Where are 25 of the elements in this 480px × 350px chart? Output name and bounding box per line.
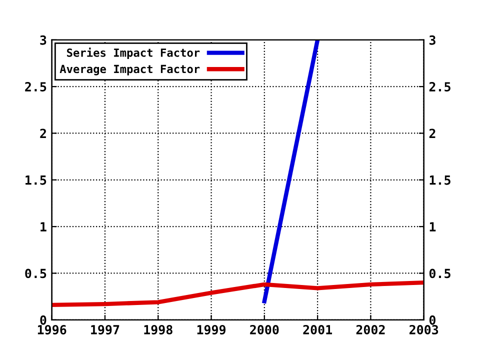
x-tick-label: 2001 bbox=[303, 324, 332, 334]
x-tick-label: 2003 bbox=[409, 324, 438, 334]
y-tick-label: 1 bbox=[40, 222, 46, 232]
y2-tick-label: 3 bbox=[429, 35, 436, 45]
line-series bbox=[52, 280, 424, 308]
x-tick-label: 1997 bbox=[91, 325, 120, 334]
y-tick-label: 0 bbox=[40, 315, 46, 325]
x-tick-label: 2002 bbox=[356, 324, 385, 334]
y-tick-label: 0.5 bbox=[25, 268, 46, 278]
y2-tick-label: 0.5 bbox=[429, 268, 450, 278]
x-tick-label: 1999 bbox=[197, 325, 226, 334]
legend-label: Average Impact Factor bbox=[60, 64, 200, 76]
y2-tick-label: 2 bbox=[429, 128, 436, 138]
y2-tick-label: 0 bbox=[429, 315, 436, 325]
legend-label: Series Impact Factor bbox=[67, 48, 200, 60]
y2-tick-label: 1 bbox=[430, 222, 436, 232]
x-tick-label: 1998 bbox=[144, 324, 172, 334]
x-tick-label: 2000 bbox=[250, 324, 279, 334]
y-tick-label: 2 bbox=[40, 128, 46, 138]
y-tick-label: 1.5 bbox=[26, 176, 46, 185]
y-tick-label: 2.5 bbox=[25, 82, 46, 92]
y2-tick-label: 2.5 bbox=[429, 82, 450, 92]
y-tick-label: 3 bbox=[40, 35, 46, 45]
x-tick-label: 1996 bbox=[38, 324, 66, 334]
y2-tick-label: 1.5 bbox=[430, 176, 450, 185]
